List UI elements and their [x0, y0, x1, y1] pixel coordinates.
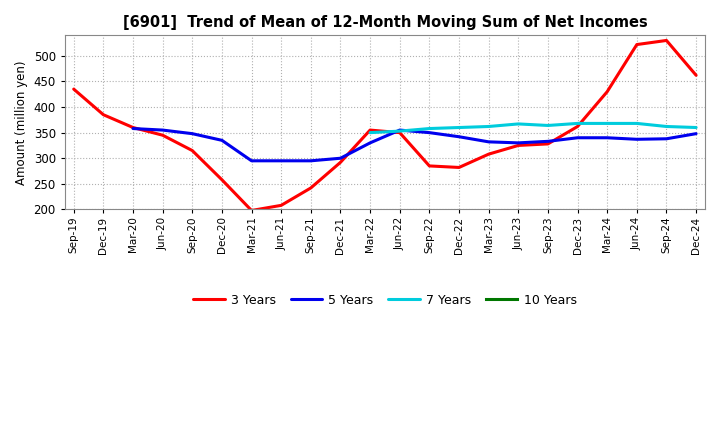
- Title: [6901]  Trend of Mean of 12-Month Moving Sum of Net Incomes: [6901] Trend of Mean of 12-Month Moving …: [122, 15, 647, 30]
- Y-axis label: Amount (million yen): Amount (million yen): [15, 60, 28, 185]
- Legend: 3 Years, 5 Years, 7 Years, 10 Years: 3 Years, 5 Years, 7 Years, 10 Years: [189, 289, 582, 312]
